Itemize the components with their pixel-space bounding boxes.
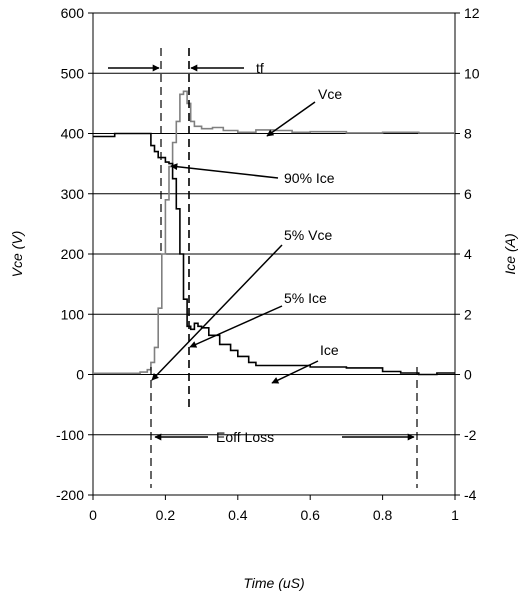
x-axis-title: Time (uS) [243,575,304,591]
y-tick-label-right: 2 [464,306,472,322]
y-axis-title-right: Ice (A) [502,233,518,274]
x-tick-label: 1 [451,507,459,523]
right-axis-ticks: -4 -2 0 2 4 6 8 10 12 [455,5,480,503]
y-tick-label-left: -200 [56,487,84,503]
x-axis-ticks: 0 0.2 0.4 0.6 0.8 1 [89,495,459,523]
y-tick-label-left: 200 [61,246,85,262]
ice90-arrow [170,163,279,179]
vce5-arrow [151,244,283,381]
y-tick-label-left: 500 [61,65,85,81]
x-tick-label: 0 [89,507,97,523]
x-tick-label: 0.6 [300,507,320,523]
ice5-arrow [189,305,283,348]
left-axis-ticks: -200 -100 0 100 200 300 400 500 600 [56,5,93,503]
y-tick-label-right: 0 [464,367,472,383]
x-tick-label: 0.8 [373,507,393,523]
series-ice-line [93,132,455,376]
y-tick-label-right: 10 [464,65,480,81]
annotation-5-vce: 5% Vce [284,227,332,243]
series-lines [93,90,455,376]
y-tick-label-left: 100 [61,306,85,322]
vce-arrow [266,101,316,137]
y-tick-label-right: -4 [464,487,477,503]
annotation-ice: Ice [320,342,339,358]
y-tick-label-left: -100 [56,427,84,443]
annotation-5-ice: 5% Ice [284,290,327,306]
annotation-90-ice: 90% Ice [284,170,335,186]
x-tick-label: 0.2 [156,507,176,523]
y-tick-label-right: 8 [464,126,472,142]
y-tick-label-left: 300 [61,186,85,202]
annotation-vce: Vce [318,86,342,102]
y-tick-label-right: 12 [464,5,480,21]
series-vce-line [93,90,455,375]
y-tick-label-left: 0 [76,367,84,383]
y-tick-label-right: -2 [464,427,477,443]
y-tick-label-left: 400 [61,126,85,142]
y-tick-label-left: 600 [61,5,85,21]
y-tick-label-right: 6 [464,186,472,202]
annotation-eoff-loss: Eoff Loss [216,429,274,445]
y-axis-title-left: Vce (V) [9,231,25,278]
ice-arrow [271,360,319,384]
x-tick-label: 0.4 [228,507,248,523]
annotation-tf: tf [256,60,264,76]
y-tick-label-right: 4 [464,246,472,262]
